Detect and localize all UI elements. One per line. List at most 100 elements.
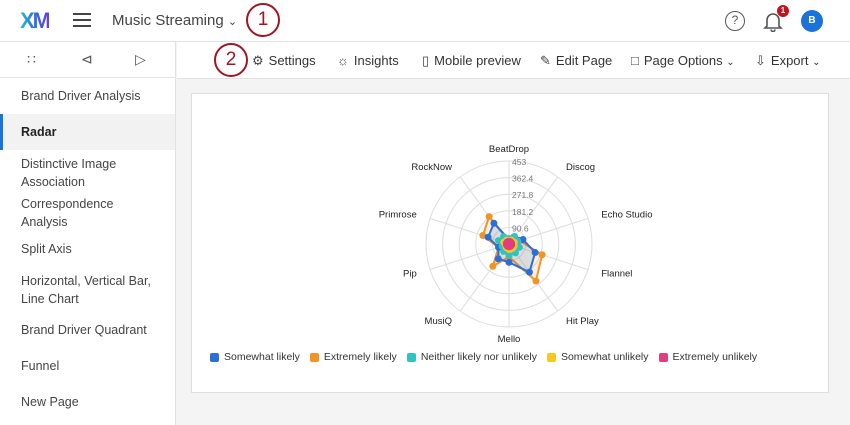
share-icon[interactable]: ⊲ [81, 51, 93, 67]
project-title: Music Streaming [112, 12, 224, 29]
sidebar-item[interactable]: Funnel [0, 348, 175, 384]
sidebar-item-label: Horizontal, Vertical Bar, Line Chart [21, 273, 151, 306]
hamburger-menu-icon[interactable] [73, 13, 91, 27]
tick-label: 362.4 [512, 174, 534, 184]
settings-label: Settings [268, 53, 316, 68]
data-point [532, 277, 540, 285]
legend-item[interactable]: Extremely likely [309, 351, 397, 363]
chart-legend: Somewhat likely Extremely likely Neither l… [210, 351, 820, 363]
axis-label: Echo Studio [601, 210, 652, 221]
sidebar-item[interactable]: Distinctive Image Association [0, 150, 175, 195]
export-icon: ⇩ [755, 53, 766, 68]
phone-icon: ▯ [422, 53, 430, 68]
axis-label: Mello [498, 334, 521, 344]
sidebar-item-label: New Page [21, 395, 79, 409]
data-point [525, 268, 533, 276]
data-point [490, 219, 498, 227]
chevron-down-icon: ⌄ [227, 16, 238, 28]
export-label: Export [770, 53, 809, 68]
page-options-label: Page Options [643, 53, 723, 68]
legend-swatch [546, 352, 556, 362]
page-options-button[interactable]: □ Page Options ⌄ [631, 53, 735, 68]
mobile-preview-label: Mobile preview [434, 53, 521, 68]
sidebar-item-label: Brand Driver Analysis [21, 89, 141, 103]
sidebar-item[interactable]: Horizontal, Vertical Bar, Line Chart [0, 267, 175, 312]
help-icon[interactable]: ? [725, 11, 745, 31]
data-point [505, 258, 513, 266]
edit-page-label: Edit Page [555, 53, 613, 68]
axis-spoke [459, 176, 510, 245]
sidebar-item[interactable]: Brand Driver Analysis [0, 78, 175, 114]
xm-logo[interactable]: XM [20, 8, 51, 33]
axis-label: Discog [566, 162, 595, 173]
tick-label: 271.8 [512, 190, 534, 200]
legend-swatch [309, 352, 319, 362]
tick-label: 453 [512, 157, 526, 167]
gear-icon: ⚙ [252, 53, 264, 68]
sidebar-tools: ∷ ⊲ ▷ [0, 42, 175, 78]
sidebar-item[interactable]: Brand Driver Quadrant [0, 312, 175, 348]
data-point [489, 262, 497, 270]
mobile-preview-button[interactable]: ▯ Mobile preview [422, 53, 521, 69]
axis-label: RockNow [411, 162, 452, 173]
sidebar-item[interactable]: New Page [0, 384, 175, 420]
sidebar-item[interactable]: Split Axis [0, 231, 175, 267]
axis-label: Hit Play [566, 316, 599, 327]
legend-swatch [658, 352, 668, 362]
project-title-dropdown[interactable]: Music Streaming ⌄ [112, 12, 237, 29]
notification-badge: 1 [777, 5, 789, 17]
lightbulb-icon: ☼ [337, 53, 349, 68]
sidebar-item-label: Radar [21, 125, 57, 139]
legend-item[interactable]: Somewhat likely [210, 351, 300, 363]
legend-label: Somewhat likely [224, 351, 300, 363]
data-point [503, 238, 511, 246]
legend-item[interactable]: Extremely unlikely [658, 351, 758, 363]
insights-label: Insights [353, 53, 399, 68]
axis-label: Flannel [601, 268, 632, 279]
axis-spoke [459, 243, 510, 312]
top-bar: XM Music Streaming ⌄ 1 ? 1 B [0, 0, 850, 42]
data-point [485, 213, 493, 221]
radar-widget: BeatDrop Discog Echo Studio Flannel Hit Play… [191, 93, 829, 393]
axis-label: BeatDrop [489, 144, 529, 155]
sidebar-item-label: Brand Driver Quadrant [21, 323, 147, 337]
tick-label: 90.6 [512, 223, 529, 233]
axis-spoke [508, 176, 559, 245]
legend-item[interactable]: Somewhat unlikely [546, 351, 649, 363]
edit-page-button[interactable]: ✎ Edit Page [540, 53, 612, 69]
data-point [494, 255, 502, 263]
data-point [505, 251, 513, 259]
annotation-marker-2: 2 [214, 43, 248, 77]
data-point [484, 233, 492, 241]
scatter-chart-icon[interactable]: ∷ [27, 51, 36, 67]
axis-label: Primrose [379, 210, 417, 221]
sidebar-item[interactable]: Correspondence Analysis [0, 195, 175, 231]
radar-chart: BeatDrop Discog Echo Studio Flannel Hit Play… [379, 144, 653, 345]
sidebar-item-label: Correspondence Analysis [21, 197, 114, 229]
settings-button[interactable]: ⚙ Settings [252, 53, 316, 69]
sidebar-item-label: Distinctive Image Association [21, 156, 117, 189]
bell-icon[interactable] [763, 10, 783, 32]
insights-button[interactable]: ☼ Insights [337, 53, 399, 68]
chevron-down-icon: ⌄ [726, 57, 735, 68]
pencil-icon: ✎ [540, 53, 551, 68]
chevron-down-icon: ⌄ [812, 57, 821, 68]
legend-swatch [210, 352, 219, 362]
export-button[interactable]: ⇩ Export ⌄ [755, 53, 821, 69]
axis-label: Pip [403, 268, 417, 279]
legend-label: Extremely likely [323, 351, 397, 363]
sidebar: ∷ ⊲ ▷ Brand Driver Analysis Radar Distinct… [0, 42, 176, 425]
sidebar-item-label: Funnel [21, 359, 60, 373]
avatar[interactable]: B [801, 10, 823, 32]
sidebar-item[interactable]: Radar [0, 114, 175, 150]
data-point [538, 251, 546, 259]
play-icon[interactable]: ▷ [135, 51, 146, 67]
axis-label: MusiQ [425, 316, 452, 327]
legend-label: Extremely unlikely [672, 351, 758, 363]
annotation-marker-1: 1 [246, 3, 280, 37]
data-point [531, 248, 539, 256]
legend-swatch [406, 352, 416, 362]
legend-label: Somewhat unlikely [560, 351, 649, 363]
document-icon: □ [631, 53, 639, 68]
legend-item[interactable]: Neither likely nor unlikely [406, 351, 537, 363]
